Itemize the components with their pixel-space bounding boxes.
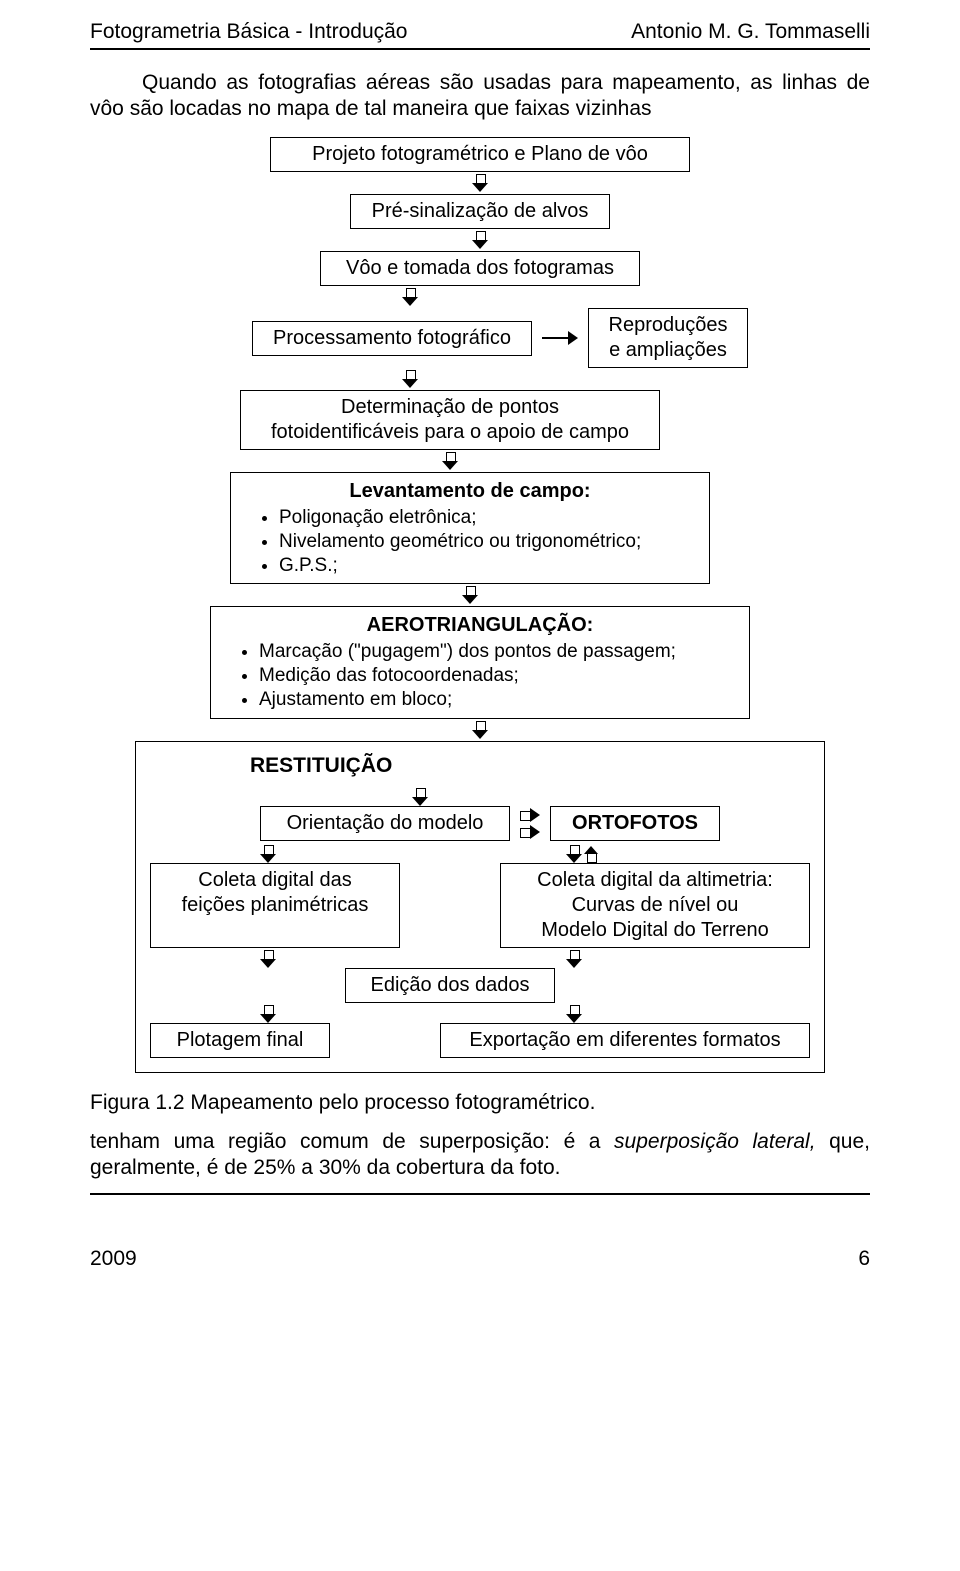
connector [542,331,578,345]
header-left: Fotogrametria Básica - Introdução [90,20,407,44]
header-rule [90,48,870,50]
box-ortofotos: ORTOFOTOS [550,806,720,841]
down-arrow-icon [402,370,418,388]
box-aerotriangulacao: AEROTRIANGULAÇÃO: Marcação ("pugagem") d… [210,606,750,718]
footer-rule [90,1193,870,1195]
restituicao-title: RESTITUIÇÃO [250,754,810,778]
down-arrow-icon [260,1005,276,1023]
box-levantamento: Levantamento de campo: Poligonação eletr… [230,472,710,584]
label: Coleta digital da altimetria: [515,868,795,893]
figure-caption: Figura 1.2 Mapeamento pelo processo foto… [90,1091,870,1115]
up-arrow-icon [584,846,598,862]
bullet-list: Poligonação eletrônica; Nivelamento geom… [245,506,695,577]
down-arrow-icon [412,788,428,806]
footer-year: 2009 [90,1247,137,1271]
box-processamento: Processamento fotográfico [252,321,532,356]
box-orientacao: Orientação do modelo [260,806,510,841]
label: e ampliações [603,338,733,363]
label: Curvas de nível ou [515,893,795,918]
label: Modelo Digital do Terreno [515,918,795,943]
label: feições planimétricas [165,893,385,918]
box-coleta-planimetrica: Coleta digital das feições planimétricas [150,863,400,948]
label: fotoidentificáveis para o apoio de campo [255,420,645,445]
box-restituicao-container: RESTITUIÇÃO Orientação do modelo ORTOFOT… [135,741,825,1073]
down-arrow-icon [472,721,488,739]
footer-page: 6 [858,1247,870,1271]
text: tenham uma região comum de superposição:… [90,1130,614,1153]
list-item: Nivelamento geométrico ou trigonométrico… [279,530,695,554]
box-projeto: Projeto fotogramétrico e Plano de vôo [270,137,690,172]
box-presinalizacao: Pré-sinalização de alvos [350,194,610,229]
label: Determinação de pontos [255,395,645,420]
down-arrow-icon [472,231,488,249]
italic-text: superposição lateral, [614,1130,816,1153]
down-arrow-icon [462,586,478,604]
down-arrow-icon [402,288,418,306]
down-arrow-icon [566,1005,582,1023]
box-coleta-altimetria: Coleta digital da altimetria: Curvas de … [500,863,810,948]
down-arrow-icon [260,845,276,863]
intro-paragraph: Quando as fotografias aéreas são usadas … [90,70,870,121]
box-exportacao: Exportação em diferentes formatos [440,1023,810,1058]
down-arrow-icon [566,950,582,968]
double-right-arrow-icon [520,808,540,839]
header-right: Antonio M. G. Tommaselli [631,20,870,44]
body-paragraph: tenham uma região comum de superposição:… [90,1129,870,1182]
label: Reproduções [603,313,733,338]
list-item: Ajustamento em bloco; [259,688,735,712]
down-arrow-icon [260,950,276,968]
label: Coleta digital das [165,868,385,893]
list-item: Medição das fotocoordenadas; [259,664,735,688]
flowchart: Projeto fotogramétrico e Plano de vôo Pr… [90,137,870,1073]
box-determinacao: Determinação de pontos fotoidentificávei… [240,390,660,450]
box-voo: Vôo e tomada dos fotogramas [320,251,640,286]
down-arrow-icon [566,845,582,863]
box-title: Levantamento de campo: [245,479,695,504]
box-title: AEROTRIANGULAÇÃO: [225,613,735,638]
list-item: G.P.S.; [279,554,695,578]
list-item: Poligonação eletrônica; [279,506,695,530]
box-reproducoes: Reproduções e ampliações [588,308,748,368]
down-arrow-icon [472,174,488,192]
down-arrow-icon [442,452,458,470]
box-edicao: Edição dos dados [345,968,555,1003]
bullet-list: Marcação ("pugagem") dos pontos de passa… [225,640,735,711]
box-plotagem: Plotagem final [150,1023,330,1058]
list-item: Marcação ("pugagem") dos pontos de passa… [259,640,735,664]
